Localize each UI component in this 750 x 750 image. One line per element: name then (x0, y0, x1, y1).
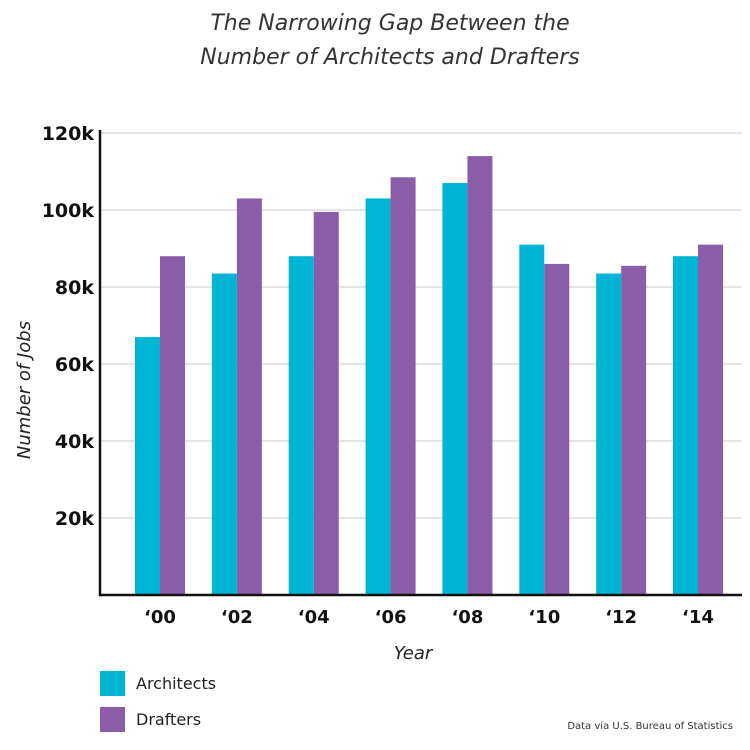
bar-drafters (313, 211, 339, 596)
x-tick-label: ‘06 (375, 607, 407, 628)
legend-item-architects: Architects (100, 671, 216, 696)
x-tick-label: ‘00 (144, 607, 176, 628)
bar-architects (135, 337, 160, 595)
legend-item-drafters: Drafters (100, 707, 201, 732)
x-tick-label: ‘10 (528, 607, 560, 628)
bars (135, 156, 723, 596)
bar-architects (673, 256, 698, 595)
chart-title-line-1: The Narrowing Gap Between the (210, 11, 569, 36)
bar-architects (211, 273, 237, 595)
bar-architects (519, 244, 545, 595)
y-tick-label: 40k (55, 431, 94, 453)
legend: Architects Drafters (100, 671, 216, 732)
y-tick-label: 80k (55, 277, 94, 299)
legend-label-drafters: Drafters (136, 710, 201, 729)
legend-label-architects: Architects (136, 674, 216, 693)
y-tick-label: 120k (42, 123, 95, 145)
bar-drafters (390, 177, 416, 595)
x-tick-label: ‘08 (451, 607, 483, 628)
x-tick-label: ‘12 (605, 607, 637, 628)
bar-architects (596, 273, 622, 595)
bar-drafters (236, 198, 262, 595)
x-axis-ticks: ‘00 ‘02 ‘04 ‘06 ‘08 ‘10 ‘12 ‘14 (144, 607, 714, 628)
bar-drafters (698, 244, 723, 595)
bar-drafters (544, 263, 570, 595)
bar-drafters (467, 156, 493, 595)
bar-drafters (160, 256, 185, 595)
x-axis-label: Year (394, 643, 434, 664)
chart-title: The Narrowing Gap Between the Number of … (200, 11, 579, 70)
y-tick-label: 60k (55, 354, 94, 376)
y-tick-label: 100k (42, 200, 95, 222)
legend-swatch-drafters (100, 707, 125, 732)
legend-swatch-architects (100, 671, 125, 696)
y-tick-label: 20k (55, 508, 94, 530)
bar-architects (288, 256, 314, 595)
bar-architects (365, 198, 391, 595)
source-note: Data via U.S. Bureau of Statistics (567, 721, 733, 732)
x-tick-label: ‘04 (298, 607, 330, 628)
y-axis-ticks: 20k 40k 60k 80k 100k 120k (42, 123, 95, 530)
bar-architects (442, 183, 468, 596)
x-tick-label: ‘02 (221, 607, 253, 628)
bar-drafters (621, 265, 647, 595)
chart-title-line-2: Number of Architects and Drafters (200, 45, 579, 70)
y-axis-label: Number of Jobs (14, 321, 35, 459)
x-tick-label: ‘14 (682, 607, 714, 628)
